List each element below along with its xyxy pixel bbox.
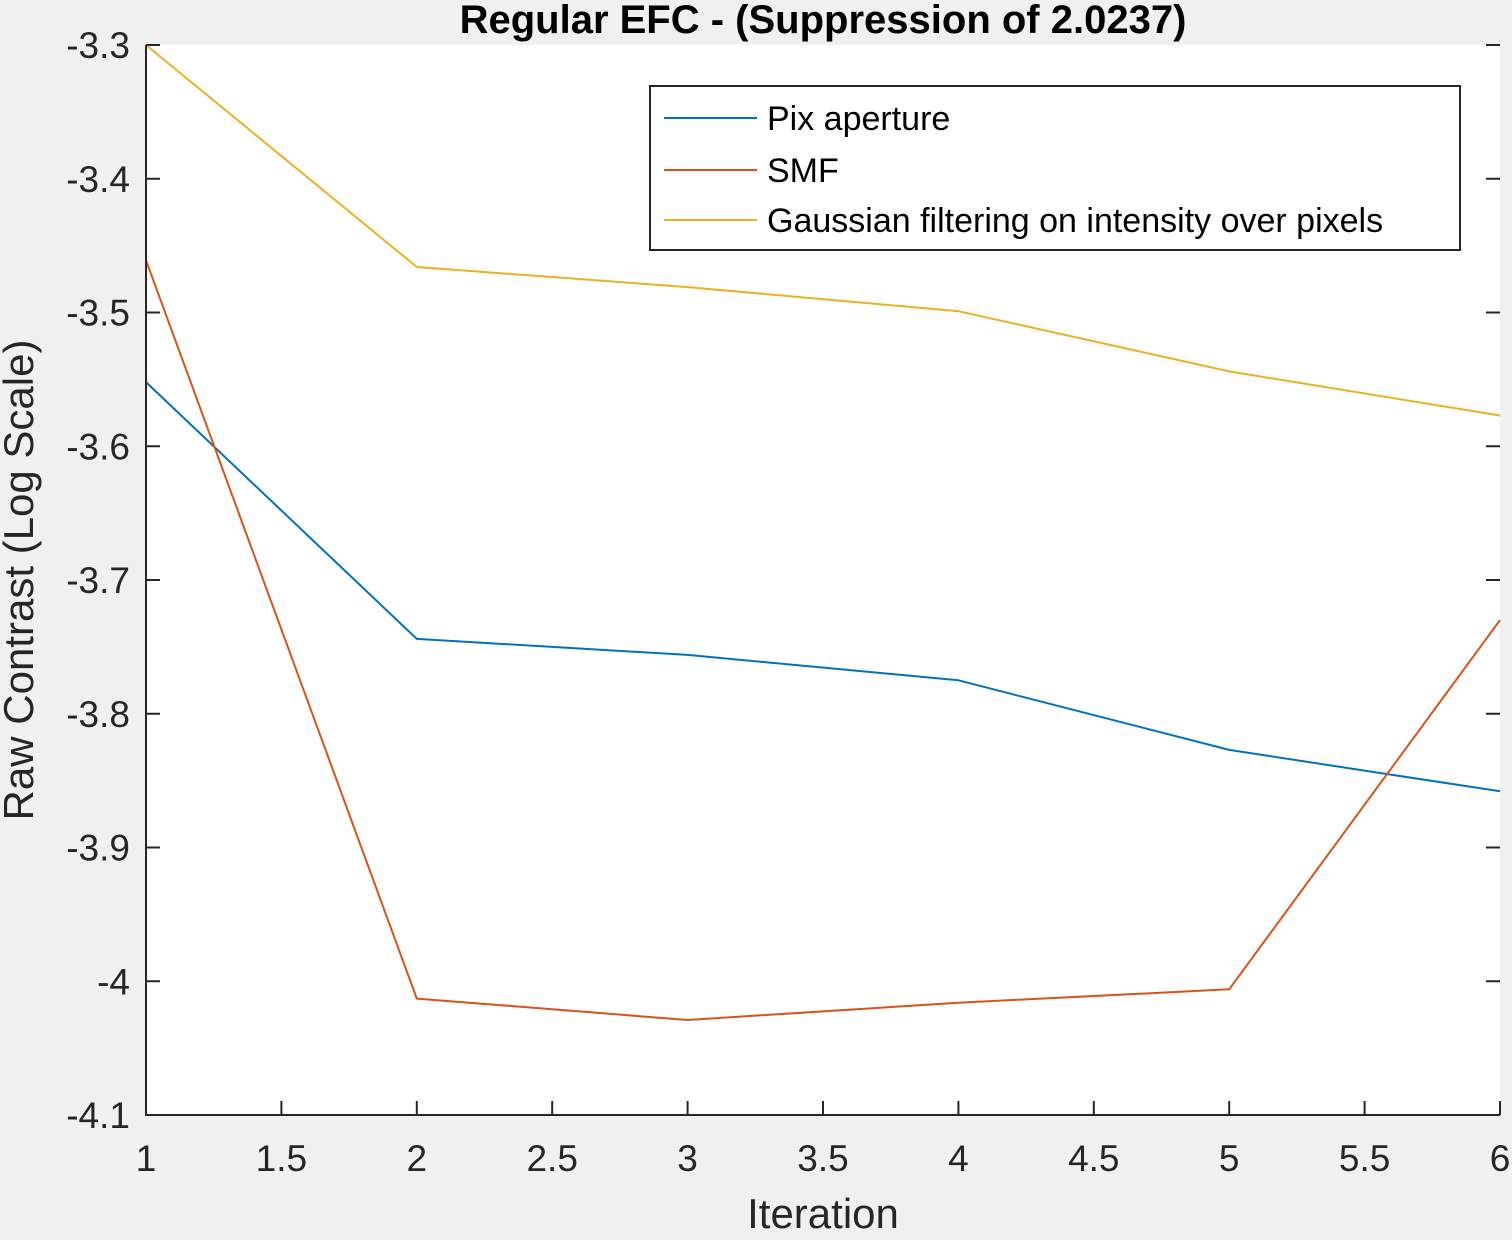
legend-box — [649, 85, 1461, 251]
y-tick-label: -3.3 — [66, 25, 130, 66]
y-tick-label: -3.8 — [66, 694, 130, 735]
y-tick-label: -4.1 — [66, 1095, 130, 1136]
x-tick-label: 6 — [1490, 1138, 1511, 1179]
x-tick-label: 2 — [407, 1138, 428, 1179]
y-tick-label: -4 — [97, 961, 130, 1002]
y-tick-label: -3.7 — [66, 560, 130, 601]
legend: Pix aperture SMF Gaussian filtering on i… — [649, 85, 1461, 251]
x-tick-label: 5.5 — [1339, 1138, 1390, 1179]
x-tick-label: 4 — [948, 1138, 969, 1179]
y-tick-label: -3.5 — [66, 293, 130, 334]
y-axis: -3.3 -3.4 -3.5 -3.6 -3.7 -3.8 -3.9 -4 -4.1 — [66, 25, 1500, 1136]
legend-label-pix-aperture: Pix aperture — [767, 100, 950, 138]
y-tick-label: -3.6 — [66, 426, 130, 467]
x-axis-title: Iteration — [747, 1190, 899, 1235]
series-line-gaussian-filtering — [145, 44, 1501, 417]
chart-title: Regular EFC - (Suppression of 2.0237) — [460, 0, 1187, 42]
x-axis: 1 1.5 2 2.5 3 3.5 4 4.5 5 5.5 6 — [136, 1101, 1511, 1179]
x-tick-label: 3 — [677, 1138, 698, 1179]
y-axis-title: Raw Contrast (Log Scale) — [0, 340, 42, 821]
y-tick-label: -3.4 — [66, 159, 130, 200]
x-tick-label: 2.5 — [526, 1138, 577, 1179]
legend-label-gaussian-filtering: Gaussian filtering on intensity over pix… — [767, 202, 1383, 240]
series-line-pix-aperture — [145, 381, 1501, 793]
x-tick-label: 5 — [1219, 1138, 1240, 1179]
x-tick-label: 1 — [136, 1138, 157, 1179]
series-line-smf — [145, 259, 1501, 1021]
x-tick-label: 4.5 — [1068, 1138, 1119, 1179]
x-tick-label: 1.5 — [256, 1138, 307, 1179]
series-layer — [145, 44, 1501, 1021]
legend-label-smf: SMF — [767, 152, 839, 190]
x-tick-label: 3.5 — [797, 1138, 848, 1179]
y-tick-label: -3.9 — [66, 828, 130, 869]
